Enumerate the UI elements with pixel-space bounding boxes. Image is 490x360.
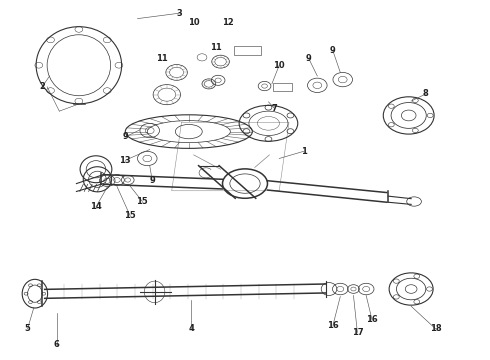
Text: 16: 16 xyxy=(366,315,378,324)
Text: 2: 2 xyxy=(39,82,45,91)
Text: 4: 4 xyxy=(188,324,194,333)
Text: 9: 9 xyxy=(122,132,128,141)
Text: 11: 11 xyxy=(156,54,168,63)
Text: 6: 6 xyxy=(54,341,60,350)
Text: 17: 17 xyxy=(351,328,363,337)
Text: 18: 18 xyxy=(430,324,441,333)
Text: 10: 10 xyxy=(188,18,199,27)
Text: 15: 15 xyxy=(137,197,148,206)
Text: 9: 9 xyxy=(306,54,311,63)
Text: 7: 7 xyxy=(271,104,277,113)
Text: 8: 8 xyxy=(423,89,429,98)
Text: 5: 5 xyxy=(24,324,30,333)
Bar xyxy=(273,83,292,91)
Text: 14: 14 xyxy=(90,202,102,211)
Text: 9: 9 xyxy=(149,176,155,185)
Text: 16: 16 xyxy=(327,321,339,330)
Text: 9: 9 xyxy=(330,46,336,55)
Text: 3: 3 xyxy=(176,9,182,18)
Bar xyxy=(234,46,261,55)
Text: 13: 13 xyxy=(120,156,131,165)
Text: 11: 11 xyxy=(210,43,221,52)
Text: 15: 15 xyxy=(124,211,136,220)
Text: 12: 12 xyxy=(222,18,234,27)
Text: 10: 10 xyxy=(273,61,285,70)
Text: 1: 1 xyxy=(301,147,307,156)
